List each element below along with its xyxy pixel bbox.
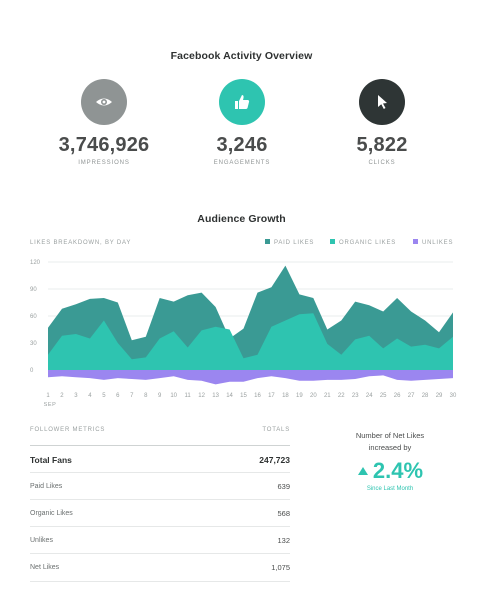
metric-value: 132 [277,536,290,545]
x-tick-label: 3 [74,393,78,399]
x-month-label: SEP [44,402,57,408]
eye-icon [81,79,127,125]
x-tick-label: 23 [352,393,359,399]
x-tick-label: 4 [88,393,92,399]
x-tick-label: 28 [422,393,429,399]
audience-growth-chart: LIKES BREAKDOWN, BY DAY PAID LIKES ORGANIC… [30,239,457,408]
area-organic-likes [48,313,453,370]
x-tick-label: 26 [394,393,401,399]
impressions-value: 3,746,926 [58,134,150,156]
legend-label-0: PAID LIKES [274,240,314,246]
chart-title: Audience Growth [197,213,286,225]
stat-clicks: 5,822 CLICKS [317,79,447,166]
triangle-up-icon [357,467,368,475]
net-likes-text-2: increased by [368,443,412,452]
metric-label: Total Fans [30,454,72,465]
legend-label-2: UNLIKES [422,240,453,246]
x-tick-label: 24 [366,393,373,399]
engagements-value: 3,246 [216,134,268,156]
x-tick-label: 12 [198,393,205,399]
x-tick-label: 14 [226,393,233,399]
y-tick-label: 60 [30,314,37,320]
x-tick-label: 20 [310,393,317,399]
x-tick-label: 11 [185,393,192,399]
metric-label: Organic Likes [30,510,73,517]
x-tick-label: 17 [268,393,275,399]
x-tick-label: 18 [282,393,289,399]
metrics-row-paid-likes: Paid Likes 639 [30,472,290,500]
x-tick-label: 29 [436,393,443,399]
net-likes-summary: Number of Net Likes increased by 2.4% Si… [330,430,450,492]
x-tick-label: 16 [254,393,261,399]
engagements-label: ENGAGEMENTS [213,160,271,166]
x-tick-label: 13 [212,393,219,399]
impressions-label: IMPRESSIONS [78,160,130,166]
x-tick-label: 19 [296,393,303,399]
clicks-label: CLICKS [368,160,396,166]
legend-swatch-1 [330,239,335,244]
legend-swatch-2 [413,239,418,244]
metric-value: 568 [277,509,290,518]
x-tick-label: 22 [338,393,345,399]
area-unlikes [48,370,453,385]
legend-swatch-0 [265,239,270,244]
clicks-value: 5,822 [356,134,408,156]
stat-engagements: 3,246 ENGAGEMENTS [177,79,307,166]
metrics-row-unlikes: Unlikes 132 [30,526,290,554]
x-tick-label: 8 [144,393,148,399]
x-tick-label: 6 [116,393,120,399]
x-tick-label: 27 [408,393,415,399]
metric-value: 247,723 [259,454,290,465]
legend-label-1: ORGANIC LIKES [339,240,396,246]
net-likes-sub: Since Last Month [366,486,414,492]
metrics-row-organic-likes: Organic Likes 568 [30,499,290,527]
x-tick-label: 9 [158,393,162,399]
thumbs-up-icon [219,79,265,125]
metric-label: Paid Likes [30,483,63,490]
x-tick-label: 30 [450,393,457,399]
y-tick-label: 30 [30,341,37,347]
metric-label: Unlikes [30,537,53,544]
metrics-header-right: TOTALS [262,427,290,433]
x-tick-label: 2 [60,393,64,399]
x-tick-label: 25 [380,393,387,399]
overview-title: Facebook Activity Overview [170,50,313,62]
stat-impressions: 3,746,926 IMPRESSIONS [39,79,169,166]
y-tick-label: 0 [30,368,34,374]
metrics-row-total-fans: Total Fans 247,723 [30,445,290,473]
chart-subtitle: LIKES BREAKDOWN, BY DAY [30,240,131,246]
x-tick-label: 1 [46,393,50,399]
x-tick-label: 7 [130,393,134,399]
cursor-icon [359,79,405,125]
net-likes-value: 2.4% [372,458,424,483]
metric-value: 1,075 [271,563,290,572]
net-likes-text-1: Number of Net Likes [355,431,425,440]
y-tick-label: 120 [30,260,41,266]
y-tick-label: 90 [30,287,37,293]
x-tick-label: 21 [324,393,331,399]
metric-value: 639 [277,482,290,491]
net-likes-value-row: 2.4% [330,458,450,484]
x-tick-label: 5 [102,393,106,399]
metrics-header-left: FOLLOWER METRICS [30,427,106,433]
x-tick-label: 15 [240,393,247,399]
metric-label: Net Likes [30,564,60,571]
x-tick-label: 10 [170,393,177,399]
metrics-row-net-likes: Net Likes 1,075 [30,553,290,582]
